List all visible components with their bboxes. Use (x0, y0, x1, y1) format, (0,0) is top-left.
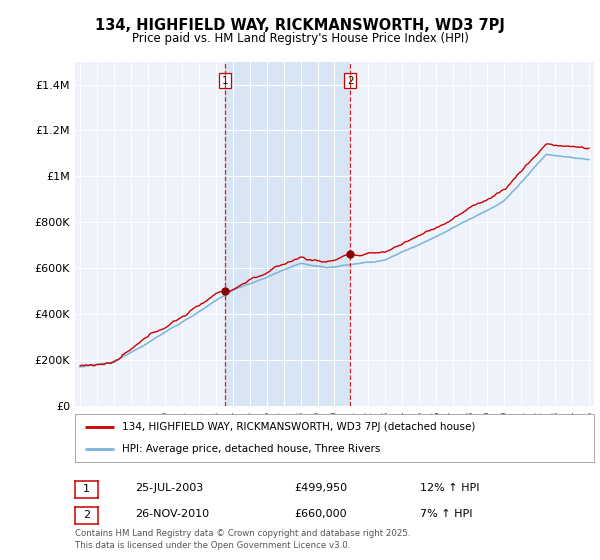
Bar (225, 62, 350, 406)
Text: Contains HM Land Registry data © Crown copyright and database right 2025.
This d: Contains HM Land Registry data © Crown c… (75, 529, 410, 550)
Text: 25-JUL-2003: 25-JUL-2003 (135, 483, 203, 493)
Text: 26-NOV-2010: 26-NOV-2010 (135, 509, 209, 519)
Text: HPI: Average price, detached house, Three Rivers: HPI: Average price, detached house, Thre… (122, 444, 380, 454)
Text: £660,000: £660,000 (294, 509, 347, 519)
Text: 1: 1 (222, 76, 229, 86)
Text: 1: 1 (83, 484, 90, 494)
Text: 7% ↑ HPI: 7% ↑ HPI (420, 509, 473, 519)
Text: 134, HIGHFIELD WAY, RICKMANSWORTH, WD3 7PJ (detached house): 134, HIGHFIELD WAY, RICKMANSWORTH, WD3 7… (122, 422, 475, 432)
Text: 134, HIGHFIELD WAY, RICKMANSWORTH, WD3 7PJ: 134, HIGHFIELD WAY, RICKMANSWORTH, WD3 7… (95, 18, 505, 32)
Text: £499,950: £499,950 (294, 483, 347, 493)
Text: 12% ↑ HPI: 12% ↑ HPI (420, 483, 479, 493)
Text: 2: 2 (83, 510, 90, 520)
Text: 2: 2 (347, 76, 353, 86)
Text: Price paid vs. HM Land Registry's House Price Index (HPI): Price paid vs. HM Land Registry's House … (131, 31, 469, 45)
